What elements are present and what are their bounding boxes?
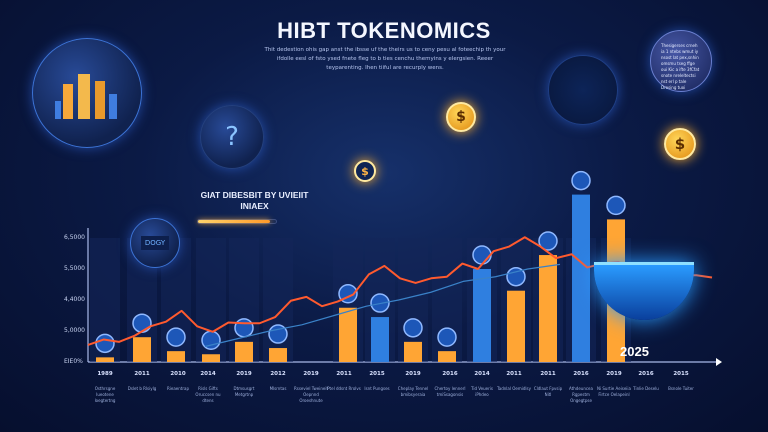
x-description: Dslet b Rlsiylg <box>127 386 157 391</box>
x-tick-label: 2016 <box>573 371 589 377</box>
token-bubble-icon <box>606 195 626 216</box>
bar <box>507 290 525 362</box>
bar-column-bg <box>398 238 428 362</box>
x-description: Tid Veueris iPhdeo <box>471 386 493 397</box>
x-description: Rieaentrap <box>166 386 189 391</box>
doge-label: DOGY <box>140 236 170 250</box>
headline-progress-bar <box>197 219 277 224</box>
y-tick-label: 4,4000 <box>64 296 85 303</box>
headline-text: GIAT DIBESBIT BY UVIEIIT INIAEX <box>200 190 309 211</box>
x-tick-label: 2016 <box>638 371 654 377</box>
x-description: Rsseviel Tweineit Oepnnd Oroeshnute <box>293 386 329 403</box>
page-subtitle: Thit dedestion ohis gap anst the ibsse u… <box>264 47 506 71</box>
x-tick-label: 2019 <box>405 371 421 377</box>
bar <box>572 194 590 362</box>
token-bubble-icon <box>506 266 526 287</box>
x-description: Tadnlal Oemidlsy <box>497 386 531 391</box>
city-illustration-icon <box>32 38 142 148</box>
question-mark-icon: ? <box>200 105 264 169</box>
token-bubble-icon <box>234 318 254 338</box>
x-description: Isnt Pungses <box>364 386 390 391</box>
x-tick-label: 2019 <box>606 371 622 377</box>
x-tick-label: 2014 <box>474 371 490 377</box>
coin-icon: $ <box>446 102 476 132</box>
y-tick-label: EIE0% <box>64 358 83 365</box>
token-bubble-icon <box>472 245 492 265</box>
bar <box>539 255 557 362</box>
y-tick-label: 6,5000 <box>64 234 85 241</box>
token-bubble-icon <box>538 231 558 251</box>
token-bubble-icon <box>571 170 591 191</box>
y-tick-label: 5,5000 <box>64 265 85 272</box>
x-tick-label: 2019 <box>236 371 252 377</box>
x-tick-label: 2011 <box>506 371 522 377</box>
x-description: Athdeuncea Rgpestm Ongegtpse <box>569 386 593 403</box>
y-tick-label: 5,0000 <box>64 327 85 334</box>
bar <box>235 341 253 362</box>
x-description: Dtmsusgrt Metgrtnp <box>233 386 255 397</box>
x-tick-label: 2015 <box>673 371 689 377</box>
token-bubble-icon <box>95 333 115 354</box>
page-title: HIBT TOKENOMICS <box>277 18 491 43</box>
bar <box>269 348 287 362</box>
headline-progress-fill <box>198 220 270 223</box>
bar <box>473 269 491 362</box>
bar <box>167 351 185 362</box>
x-description: Cldlaut Fpvsip Nitl <box>533 386 563 397</box>
x-tick-label: 1989 <box>97 371 113 377</box>
dollar-badge-icon: $ <box>354 160 376 182</box>
x-tick-label: 2019 <box>303 371 319 377</box>
dollar-coin-icon: $ <box>664 128 696 160</box>
bar <box>404 341 422 362</box>
token-bubble-icon <box>403 318 423 338</box>
x-description: Risls Gifts Oruccsen nu dtens <box>195 386 221 403</box>
x-description: Osthrsgne Iueotene loegtertng <box>94 386 116 403</box>
buildings-icon <box>55 74 117 119</box>
bar <box>371 317 389 362</box>
bar <box>96 357 114 362</box>
x-description: Chertoy lennerl tmiSsagonsis <box>434 386 466 397</box>
x-description: Bsnole Tuiter <box>668 386 694 391</box>
token-bubble-icon <box>437 327 457 347</box>
x-tick-label: 2011 <box>134 371 150 377</box>
year-badge: 2025 <box>620 344 649 359</box>
x-tick-label: 2010 <box>170 371 186 377</box>
token-bubble-icon <box>166 327 186 347</box>
x-description: Mlsrntas <box>269 386 287 391</box>
x-tick-label: 2011 <box>336 371 352 377</box>
x-axis-arrow-icon <box>716 358 722 366</box>
info-note: Thesigerses crneh ia 1 ntebs wmut iy nso… <box>650 30 712 92</box>
x-tick-label: 2012 <box>270 371 286 377</box>
x-description: Tinlie Deselu <box>633 386 659 391</box>
bar <box>202 354 220 362</box>
secondary-line <box>204 263 561 348</box>
x-description: Ni Surtie Aeiseiia Firtce Oelapeinl <box>597 386 631 397</box>
funnel-icon <box>548 55 618 125</box>
bar <box>339 307 357 362</box>
doge-badge: DOGY <box>130 218 180 268</box>
x-tick-label: 2015 <box>369 371 385 377</box>
x-tick-label: 2016 <box>442 371 458 377</box>
token-bubble-icon <box>201 330 221 350</box>
token-bubble-icon <box>132 313 152 333</box>
bar <box>133 337 151 362</box>
bar <box>438 351 456 362</box>
token-bubble-icon <box>268 324 288 344</box>
bar-column-bg <box>229 238 259 362</box>
x-description: Ptel ddsnt Rrolvs <box>327 386 361 391</box>
x-tick-label: 2011 <box>540 371 556 377</box>
x-description: Cheplay Tennel bmibsyeraia <box>397 386 429 397</box>
x-tick-label: 2014 <box>200 371 216 377</box>
